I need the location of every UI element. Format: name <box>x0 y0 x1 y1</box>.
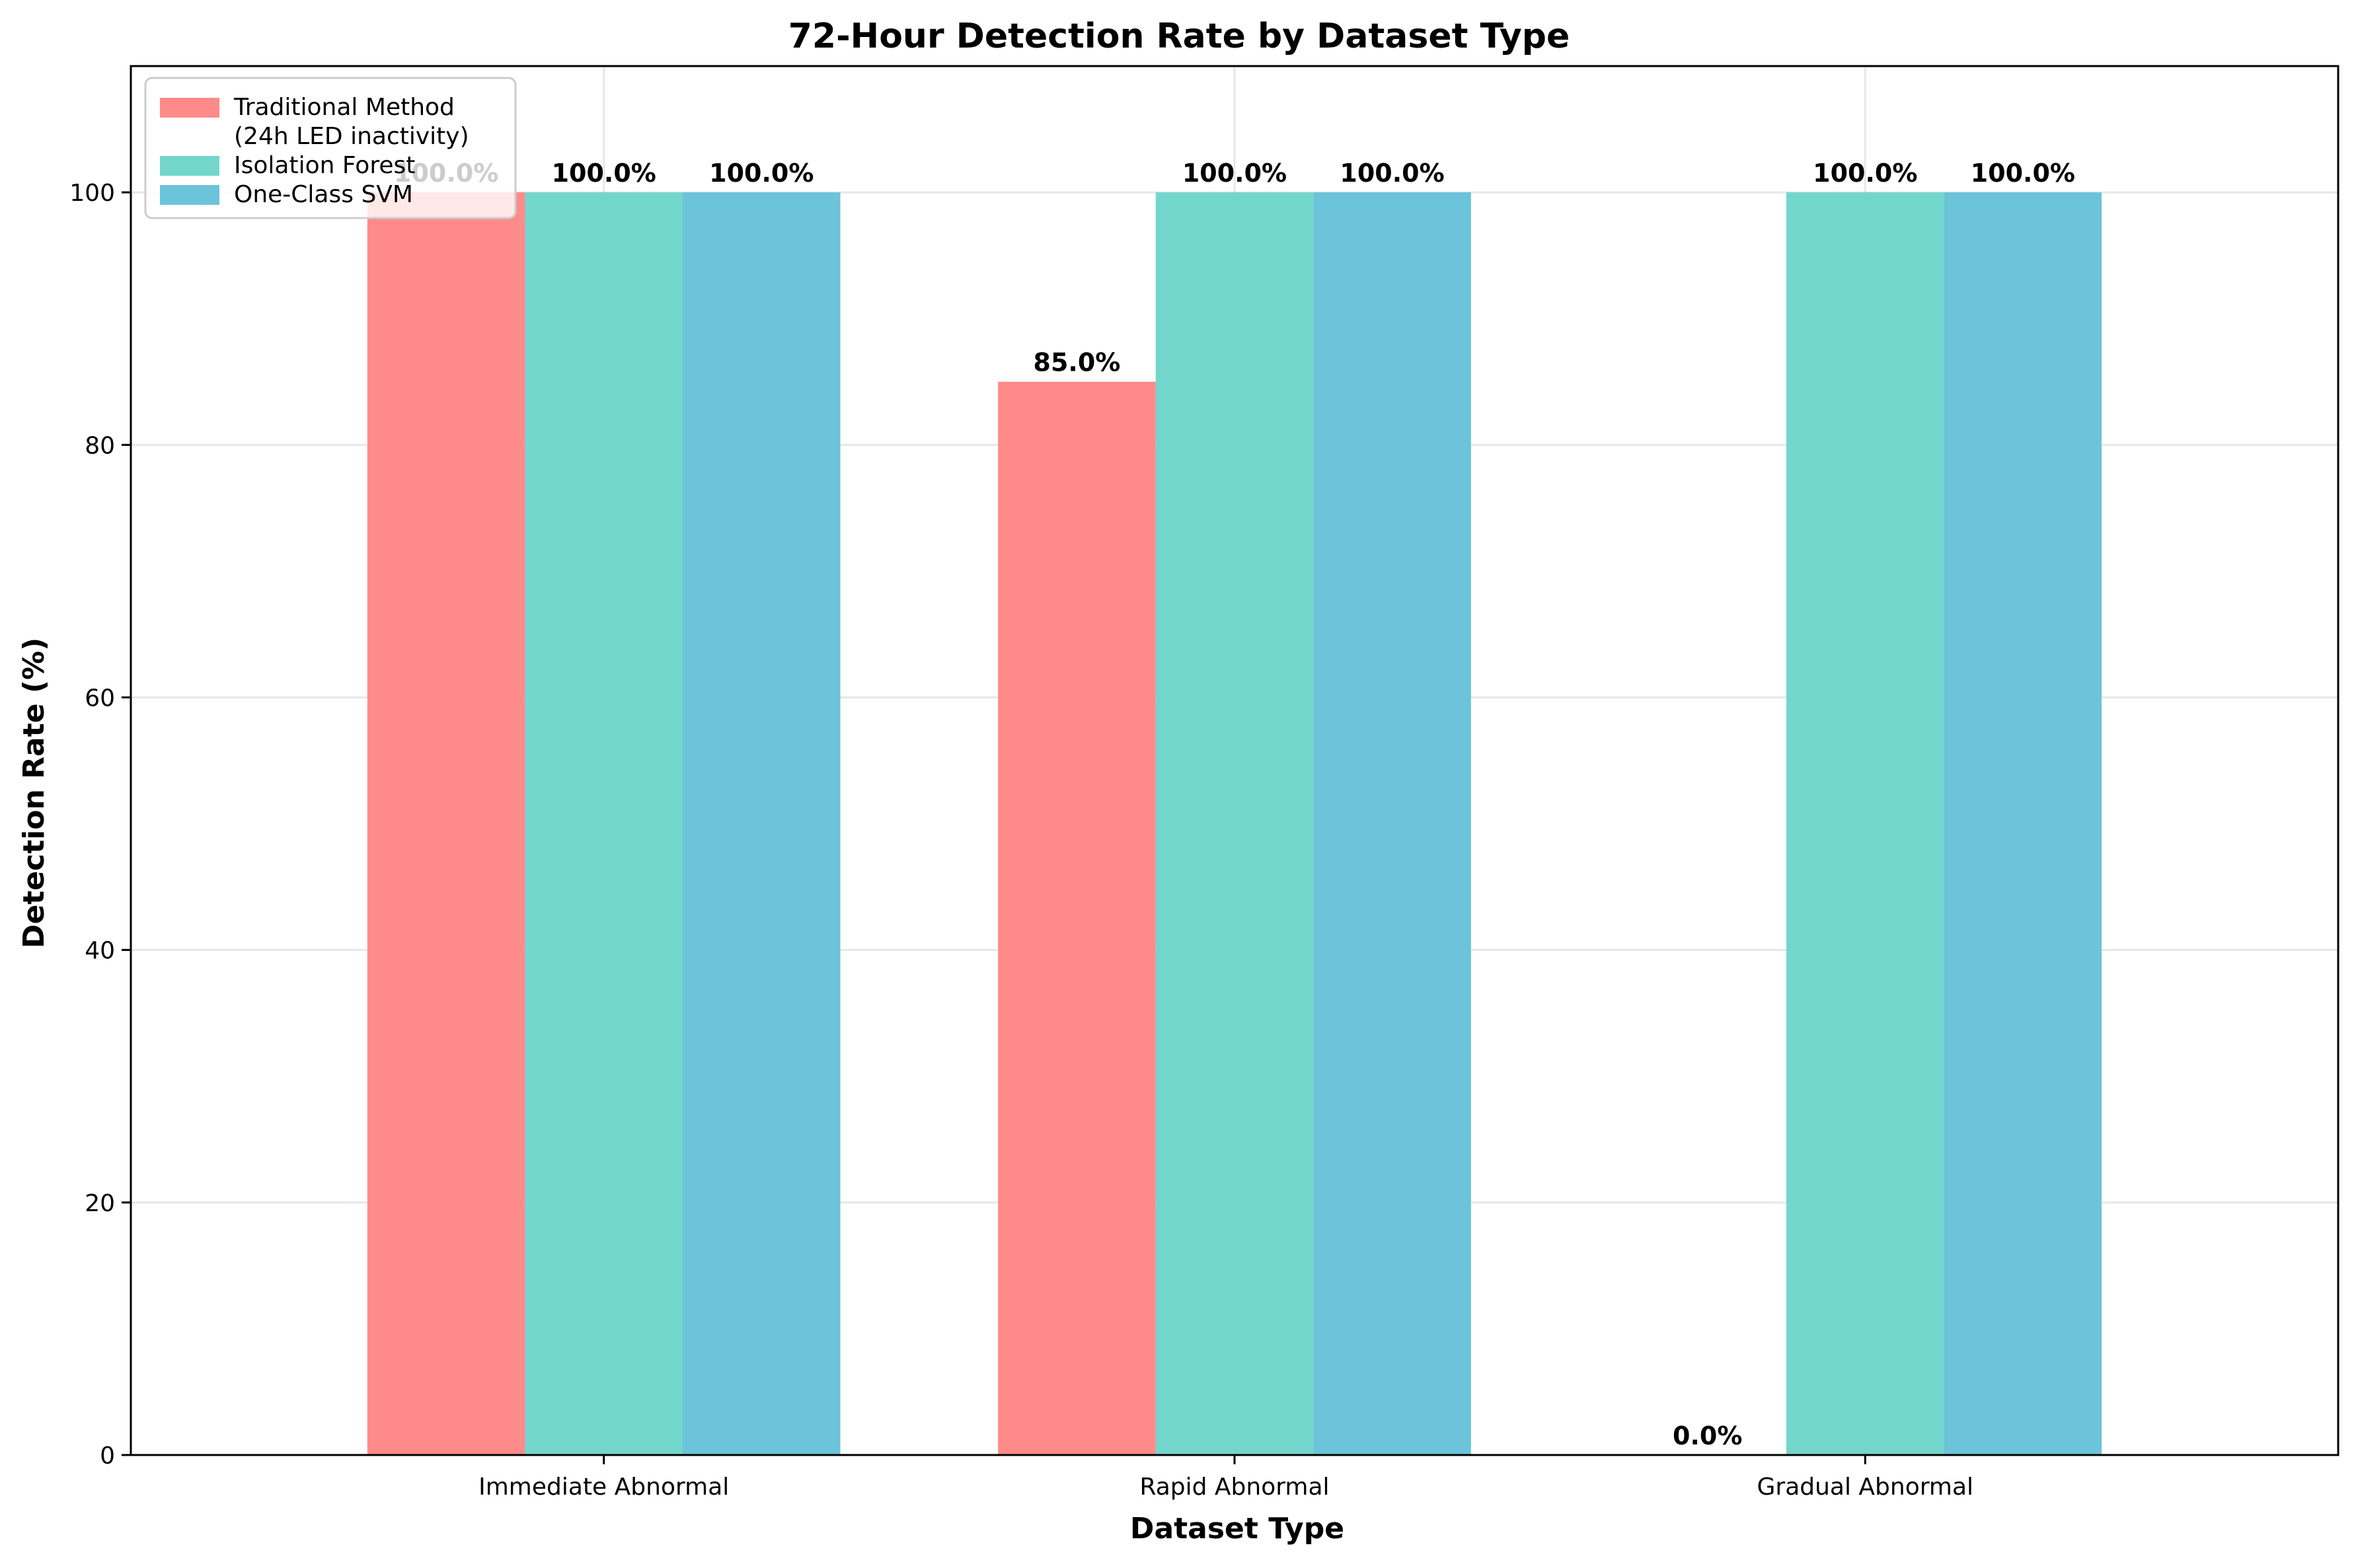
x-tick-label: Gradual Abnormal <box>1757 1474 1974 1501</box>
legend-entry-label: Isolation Forest <box>234 152 415 179</box>
bar <box>998 381 1156 1455</box>
legend-swatch <box>160 98 219 118</box>
bar-value-label: 100.0% <box>1971 159 2075 188</box>
bar <box>683 192 841 1455</box>
bar <box>1786 192 1944 1455</box>
bar <box>367 192 525 1455</box>
bar <box>1155 192 1314 1455</box>
y-tick-label: 40 <box>85 938 115 965</box>
x-tick-label: Immediate Abnormal <box>478 1474 729 1501</box>
legend-entry-label: One-Class SVM <box>234 181 413 208</box>
bar-value-label: 100.0% <box>1182 159 1287 188</box>
bar-value-label: 0.0% <box>1673 1421 1742 1450</box>
legend-swatch <box>160 185 219 205</box>
bar-value-label: 100.0% <box>1813 159 1917 188</box>
y-tick-label: 80 <box>85 432 115 459</box>
legend-entry-label: Traditional Method (24h LED inactivity) <box>233 94 469 150</box>
bar-value-label: 100.0% <box>1340 159 1444 188</box>
chart-title: 72-Hour Detection Rate by Dataset Type <box>788 17 1570 56</box>
y-tick-label: 0 <box>100 1442 115 1470</box>
bar-value-label: 85.0% <box>1034 348 1121 377</box>
bar <box>1313 192 1471 1455</box>
y-axis-label: Detection Rate (%) <box>17 638 51 948</box>
x-axis-label: Dataset Type <box>1130 1512 1344 1546</box>
bar-value-label: 100.0% <box>709 159 814 188</box>
bar <box>1944 192 2102 1455</box>
y-tick-label: 60 <box>85 685 115 712</box>
legend-swatch <box>160 156 219 176</box>
bars <box>367 192 2102 1455</box>
plot-frame <box>130 65 2339 1456</box>
bar <box>525 192 683 1455</box>
legend: Traditional Method (24h LED inactivity)Is… <box>144 77 517 219</box>
legend-box <box>144 77 517 219</box>
y-tick-label: 20 <box>85 1190 115 1217</box>
bar-value-label: 100.0% <box>552 159 656 188</box>
y-tick-label: 100 <box>69 180 115 207</box>
x-tick-label: Rapid Abnormal <box>1139 1474 1329 1501</box>
axes: 0 20 40 60 80 100 Immediate Abnormal Rapid Abno… <box>69 65 2339 1501</box>
